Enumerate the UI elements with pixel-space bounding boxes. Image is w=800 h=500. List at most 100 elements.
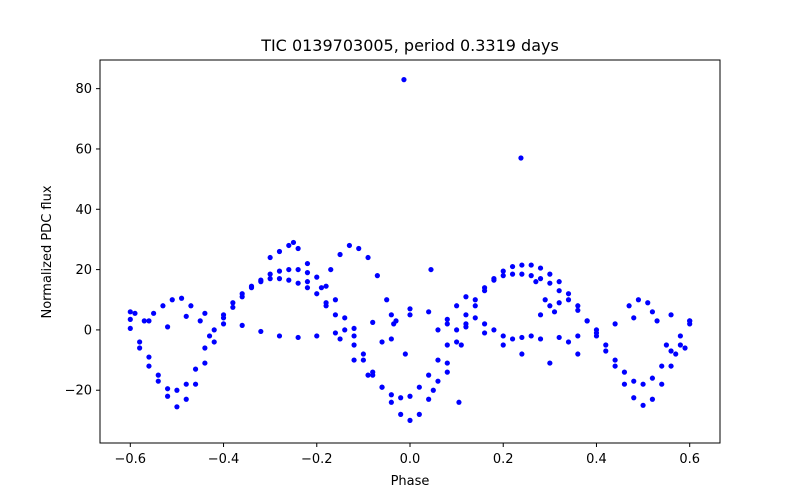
data-point <box>239 322 245 328</box>
data-point <box>258 328 264 335</box>
data-point <box>463 324 469 330</box>
data-point <box>612 363 618 369</box>
data-point <box>640 402 646 408</box>
data-point <box>164 386 171 392</box>
data-point <box>407 312 413 318</box>
data-point <box>626 303 632 309</box>
data-point <box>407 417 413 423</box>
data-point <box>388 312 394 318</box>
data-point <box>519 262 525 268</box>
data-point <box>146 354 152 360</box>
data-point <box>547 360 553 366</box>
data-point <box>556 334 562 341</box>
data-point <box>314 333 320 339</box>
data-point <box>416 411 422 417</box>
data-point <box>267 254 273 261</box>
data-point <box>328 266 334 273</box>
data-point <box>435 327 441 333</box>
data-point <box>575 303 581 309</box>
data-point <box>360 351 366 357</box>
data-point <box>211 327 217 333</box>
data-point <box>500 268 506 274</box>
data-point <box>668 312 674 318</box>
data-point <box>342 327 348 333</box>
data-point <box>454 327 460 333</box>
data-point <box>603 342 609 348</box>
data-point <box>286 277 292 283</box>
data-point <box>276 268 283 274</box>
data-point <box>365 254 371 261</box>
data-point <box>174 387 180 393</box>
data-point <box>612 321 618 327</box>
data-point <box>146 363 152 369</box>
data-point <box>370 319 376 325</box>
data-point <box>258 279 264 285</box>
data-point <box>649 375 656 381</box>
data-point <box>337 251 343 258</box>
data-point <box>127 325 133 332</box>
data-point <box>509 336 516 342</box>
data-point <box>388 336 394 342</box>
data-point <box>668 363 674 369</box>
data-point <box>183 396 189 402</box>
data-point <box>481 285 488 291</box>
data-point <box>565 291 572 297</box>
data-point <box>426 372 432 378</box>
data-point <box>519 271 525 277</box>
data-point <box>500 333 506 339</box>
data-point <box>621 381 628 387</box>
data-point <box>444 342 450 348</box>
x-axis-label: Phase <box>391 474 430 489</box>
data-point <box>565 297 572 303</box>
data-point <box>202 345 208 351</box>
data-point <box>401 77 407 83</box>
data-point <box>537 336 544 342</box>
data-point <box>472 315 478 321</box>
data-point <box>192 381 199 387</box>
data-point <box>593 327 600 333</box>
data-point <box>164 393 171 399</box>
y-tick-label: 40 <box>75 203 92 218</box>
data-point <box>370 372 376 378</box>
data-point <box>519 351 525 357</box>
data-point <box>533 279 539 285</box>
data-point <box>351 342 357 348</box>
data-point <box>314 291 320 297</box>
data-point <box>454 303 460 309</box>
data-point <box>435 357 441 363</box>
data-point <box>454 339 460 345</box>
data-point <box>374 273 380 279</box>
data-point <box>356 245 362 252</box>
data-point <box>649 309 656 315</box>
data-point <box>295 245 301 252</box>
data-point <box>398 411 404 417</box>
data-point <box>603 348 609 354</box>
data-point <box>290 239 297 246</box>
data-point <box>276 248 283 255</box>
data-point <box>365 372 371 378</box>
data-point <box>342 315 348 321</box>
data-point <box>323 303 329 309</box>
data-point <box>407 306 413 312</box>
data-point <box>621 369 628 375</box>
y-tick-label: 0 <box>84 323 92 338</box>
data-point <box>323 283 329 289</box>
data-point <box>276 333 283 339</box>
data-point <box>337 336 343 342</box>
data-point <box>687 318 693 324</box>
data-point <box>645 300 651 306</box>
data-point <box>640 381 646 387</box>
y-axis-label: Normalized PDC flux <box>40 185 55 318</box>
data-point <box>379 339 385 345</box>
data-point <box>132 310 138 316</box>
data-point <box>472 297 478 303</box>
y-tick-label: 20 <box>75 263 92 278</box>
data-point <box>663 342 669 348</box>
data-point <box>673 351 679 357</box>
data-point <box>137 345 143 351</box>
x-tick-label: −0.6 <box>115 452 147 467</box>
data-point <box>174 404 180 410</box>
data-point <box>584 318 590 324</box>
data-point <box>575 351 581 357</box>
